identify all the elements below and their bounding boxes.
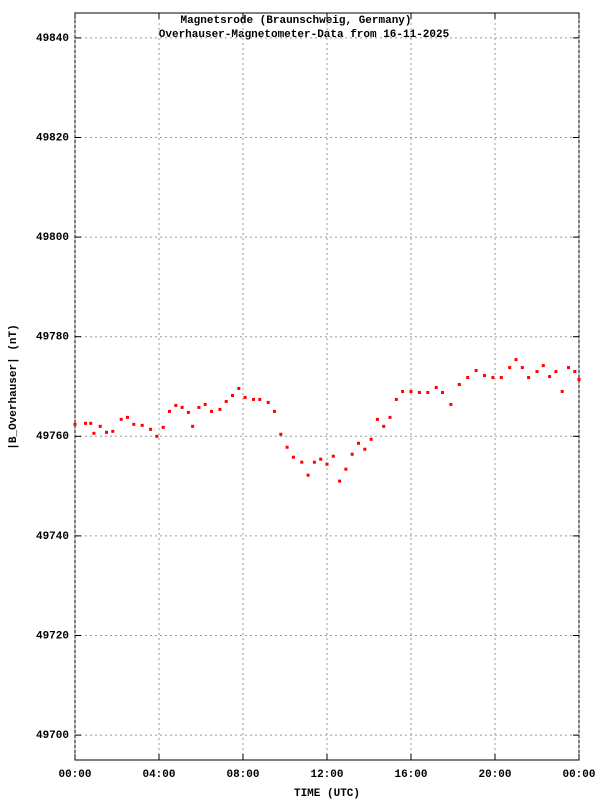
plot-frame bbox=[74, 12, 580, 761]
data-point bbox=[375, 417, 379, 421]
y-tick-label: 49820 bbox=[36, 132, 69, 144]
data-point bbox=[224, 399, 228, 403]
data-point bbox=[325, 462, 329, 466]
data-point bbox=[401, 389, 405, 393]
data-point bbox=[89, 421, 93, 425]
data-point bbox=[369, 437, 373, 441]
data-point bbox=[363, 447, 367, 451]
chart-title: Magnetsrode (Braunschweig, Germany) bbox=[180, 15, 411, 27]
y-tick-label: 49740 bbox=[36, 531, 69, 543]
data-point bbox=[186, 410, 190, 414]
data-point bbox=[300, 460, 304, 464]
y-axis-label: |B_Overhauser| (nT) bbox=[8, 324, 20, 449]
x-tick-label: 20:00 bbox=[478, 769, 511, 781]
y-tick-label: 49760 bbox=[36, 431, 69, 443]
data-point bbox=[291, 455, 295, 459]
data-point bbox=[457, 383, 461, 387]
data-point bbox=[483, 374, 486, 378]
data-point bbox=[388, 415, 392, 419]
data-point bbox=[350, 452, 354, 456]
data-point bbox=[541, 364, 545, 368]
data-point bbox=[331, 454, 335, 458]
data-point bbox=[319, 457, 323, 461]
data-point bbox=[203, 402, 207, 406]
y-tick-label: 49780 bbox=[36, 332, 69, 344]
x-tick-label: 00:00 bbox=[58, 769, 91, 781]
data-point bbox=[434, 385, 438, 389]
y-tick-label: 49840 bbox=[36, 33, 69, 45]
data-point bbox=[449, 402, 453, 406]
data-point bbox=[119, 417, 123, 421]
data-point bbox=[73, 422, 77, 426]
data-point bbox=[441, 390, 444, 394]
data-point bbox=[237, 386, 241, 390]
data-point bbox=[279, 432, 283, 436]
data-point bbox=[499, 376, 503, 380]
data-point bbox=[573, 370, 577, 374]
data-point bbox=[474, 369, 478, 373]
data-point bbox=[105, 430, 108, 434]
data-point bbox=[197, 405, 201, 409]
data-point bbox=[514, 358, 518, 362]
data-point bbox=[92, 431, 96, 435]
data-point bbox=[218, 407, 222, 411]
data-point bbox=[243, 395, 247, 399]
data-point bbox=[520, 366, 524, 370]
data-point bbox=[554, 370, 558, 374]
data-point bbox=[394, 397, 398, 401]
y-tick-label: 49720 bbox=[36, 630, 69, 642]
y-tick-label: 49800 bbox=[36, 232, 69, 244]
data-point bbox=[161, 425, 165, 429]
x-axis-label: TIME (UTC) bbox=[294, 788, 360, 800]
data-point bbox=[98, 424, 102, 428]
data-point bbox=[527, 376, 531, 380]
data-point bbox=[273, 409, 276, 413]
data-point bbox=[266, 400, 270, 404]
data-point bbox=[174, 403, 178, 407]
data-point bbox=[491, 376, 495, 380]
data-point bbox=[382, 424, 386, 428]
data-point bbox=[548, 375, 552, 379]
data-point bbox=[338, 479, 342, 483]
data-point bbox=[252, 397, 255, 401]
data-point bbox=[155, 434, 159, 438]
x-tick-label: 16:00 bbox=[394, 769, 427, 781]
data-point bbox=[168, 409, 171, 413]
data-point bbox=[409, 389, 413, 393]
data-point bbox=[466, 376, 470, 380]
data-point bbox=[426, 390, 430, 394]
data-point bbox=[231, 393, 234, 397]
x-tick-label: 00:00 bbox=[562, 769, 595, 781]
data-point bbox=[560, 389, 564, 393]
data-point bbox=[508, 366, 512, 370]
data-point bbox=[180, 405, 184, 409]
data-point bbox=[126, 415, 129, 419]
data-point bbox=[312, 460, 316, 464]
y-tick-label: 49700 bbox=[36, 730, 69, 742]
data-point bbox=[84, 421, 87, 425]
x-tick-label: 04:00 bbox=[142, 769, 175, 781]
x-tick-label: 12:00 bbox=[310, 769, 343, 781]
chart-subtitle: Overhauser-Magnetometer-Data from 16-11-… bbox=[159, 29, 450, 41]
data-point bbox=[306, 473, 310, 477]
data-point bbox=[567, 366, 570, 370]
data-point bbox=[417, 390, 421, 394]
data-point bbox=[140, 423, 144, 427]
data-point bbox=[285, 445, 289, 449]
data-point bbox=[344, 467, 348, 471]
x-tick-label: 08:00 bbox=[226, 769, 259, 781]
data-point bbox=[210, 409, 213, 413]
data-point bbox=[357, 441, 360, 445]
data-point bbox=[577, 378, 581, 382]
data-point bbox=[535, 370, 539, 374]
data-point bbox=[111, 429, 115, 433]
data-point bbox=[149, 427, 153, 431]
data-point bbox=[132, 422, 136, 426]
data-point bbox=[191, 424, 195, 428]
data-point bbox=[258, 397, 262, 401]
